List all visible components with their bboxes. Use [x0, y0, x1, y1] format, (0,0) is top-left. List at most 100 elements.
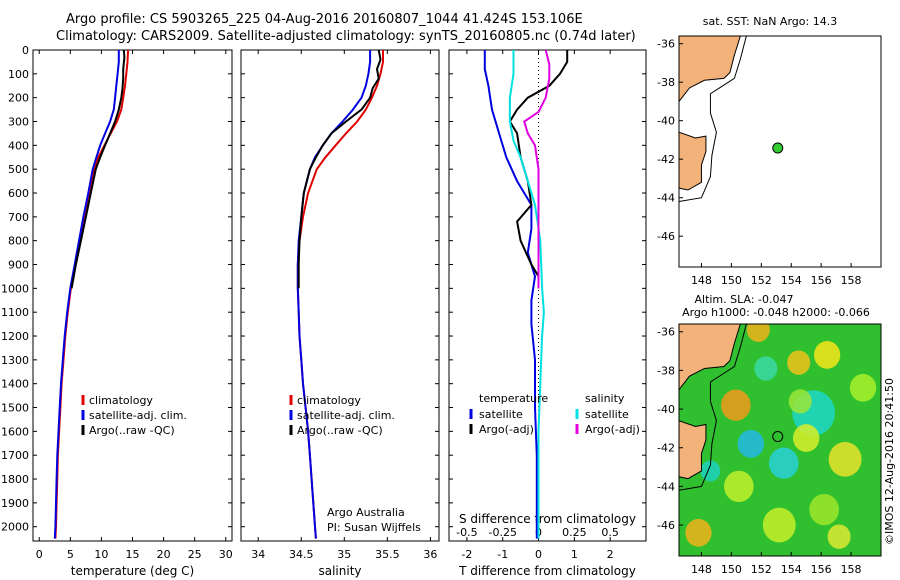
x-tick-label: -1 [497, 548, 508, 561]
lon-tick-label: 148 [691, 563, 712, 576]
depth-tick-label: 1900 [1, 497, 29, 510]
depth-tick-label: 900 [8, 259, 29, 272]
legend-entry: Argo(-adj) [585, 423, 640, 436]
x-tick-label: 30 [219, 548, 233, 561]
depth-tick-label: 1600 [1, 425, 29, 438]
depth-tick-label: 500 [8, 163, 29, 176]
legend-entry: satellite [585, 408, 629, 421]
x-axis-label: salinity [318, 564, 361, 578]
depth-tick-label: 2000 [1, 521, 29, 534]
x-tick-label: 35 [337, 548, 351, 561]
sst-map-title: sat. SST: NaN Argo: 14.3 [703, 15, 837, 28]
x-tick-label: 36 [423, 548, 437, 561]
x-axis-label: T difference from climatology [458, 564, 636, 578]
sla-anomaly-blob [768, 447, 799, 479]
plot-frame-salinity [240, 49, 440, 542]
sla-map-title: Altim. SLA: -0.047 [694, 293, 793, 306]
lat-tick-label: -38 [657, 76, 675, 89]
depth-tick-label: 1200 [1, 330, 29, 343]
depth-tick-label: 1000 [1, 282, 29, 295]
lat-tick-label: -46 [657, 519, 675, 532]
series-line-black [70, 49, 126, 289]
sla-map-subtitle: Argo h1000: -0.048 h2000: -0.066 [682, 306, 870, 319]
annotation-line: PI: Susan Wijffels [327, 521, 421, 534]
sla-anomaly-blob [788, 389, 812, 414]
sla-anomaly-blob [813, 341, 841, 369]
s-axis-label: S difference from climatology [459, 512, 636, 526]
s-tick-label: 0.25 [562, 526, 587, 539]
depth-tick-label: 200 [8, 92, 29, 105]
sla-anomaly-blob [828, 441, 862, 477]
x-tick-label: 0 [36, 548, 43, 561]
shelf-contour [679, 36, 747, 203]
sla-anomaly-blob [737, 429, 764, 458]
legend-entry: climatology [297, 394, 361, 407]
lat-tick-label: -42 [657, 153, 675, 166]
depth-tick-label: 1100 [1, 306, 29, 319]
x-tick-label: 2 [607, 548, 614, 561]
x-tick-label: 15 [126, 548, 140, 561]
legend-title: salinity [585, 392, 625, 405]
lat-tick-label: -38 [657, 364, 675, 377]
legend-entry: satellite-adj. clim. [89, 409, 187, 422]
depth-tick-label: 1400 [1, 378, 29, 391]
sla-map [678, 323, 882, 557]
depth-tick-label: 1500 [1, 402, 29, 415]
s-tick-label: -0.25 [488, 526, 516, 539]
x-tick-label: 10 [94, 548, 108, 561]
lat-tick-label: -44 [657, 192, 675, 205]
sla-anomaly-blob [721, 389, 751, 421]
s-tick-label: 0.5 [601, 526, 619, 539]
figure-title-line-1: Argo profile: CS 5903265_225 04-Aug-2016… [66, 12, 583, 27]
imos-credit: ©IMOS 12-Aug-2016 20:41:50 [883, 378, 896, 545]
lat-tick-label: -42 [657, 442, 675, 455]
lon-tick-label: 158 [841, 563, 862, 576]
series-line-black [297, 49, 382, 289]
depth-tick-label: 400 [8, 139, 29, 152]
float-location-marker [772, 142, 784, 154]
x-tick-label: 20 [157, 548, 171, 561]
depth-tick-label: 1300 [1, 354, 29, 367]
sla-anomaly-blob [827, 524, 851, 549]
lon-tick-label: 152 [751, 563, 772, 576]
sst-map [678, 35, 882, 268]
depth-tick-label: 0 [22, 44, 29, 57]
s-tick-label: -0.5 [456, 526, 477, 539]
sla-anomaly-blob [849, 373, 877, 402]
lon-tick-label: 150 [721, 274, 742, 287]
tasmania-land [679, 420, 707, 480]
lat-tick-label: -36 [657, 38, 675, 51]
lat-tick-label: -46 [657, 230, 675, 243]
sla-anomaly-blob [793, 424, 820, 452]
lon-tick-label: 158 [841, 274, 862, 287]
x-tick-label: -2 [461, 548, 472, 561]
lon-tick-label: 156 [811, 274, 832, 287]
legend-entry: Argo(..raw -QC) [297, 424, 383, 437]
depth-tick-label: 600 [8, 187, 29, 200]
legend-entry: satellite [479, 408, 523, 421]
lon-tick-label: 156 [811, 563, 832, 576]
series-line-red [54, 49, 130, 539]
x-tick-label: 34.5 [289, 548, 314, 561]
lon-tick-label: 154 [781, 274, 802, 287]
sla-anomaly-blob [787, 350, 811, 375]
sla-anomaly-blob [809, 493, 839, 526]
lat-tick-label: -36 [657, 326, 675, 339]
series-line-magenta [523, 49, 551, 289]
figure-title-line-2: Climatology: CARS2009. Satellite-adjuste… [56, 29, 636, 44]
x-tick-label: 25 [188, 548, 202, 561]
x-tick-label: 0 [535, 548, 542, 561]
plot-frame-temperature [32, 49, 233, 542]
map-frame [678, 35, 882, 268]
lon-tick-label: 154 [781, 563, 802, 576]
sla-anomaly-blob [724, 470, 754, 503]
mainland-land [679, 36, 741, 103]
lat-tick-label: -44 [657, 480, 675, 493]
plot-frame-difference [448, 49, 647, 542]
lat-tick-label: -40 [657, 403, 675, 416]
depth-tick-label: 1700 [1, 449, 29, 462]
lon-tick-label: 150 [721, 563, 742, 576]
sla-anomaly-blob [746, 324, 770, 342]
map-body [679, 324, 881, 556]
